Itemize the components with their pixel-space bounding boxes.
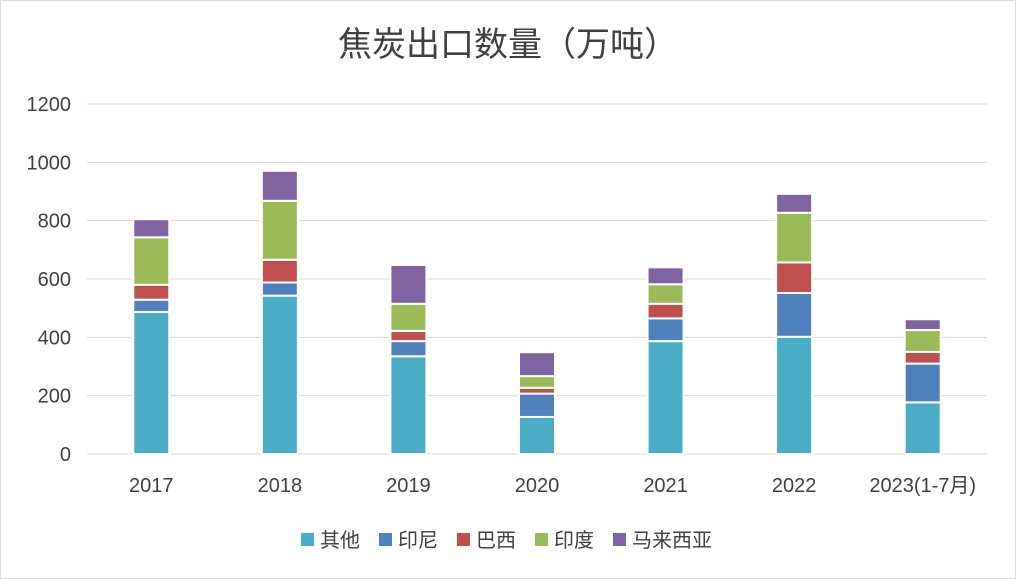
bar-segment: [389, 329, 428, 343]
legend-label: 印尼: [398, 528, 438, 552]
chart-title: 焦炭出口数量（万吨）: [338, 25, 678, 65]
bar-segment: [260, 281, 299, 297]
legend-label: 马来西亚: [632, 528, 712, 552]
bar-segment: [646, 317, 685, 343]
bar-segment: [132, 298, 171, 313]
bar-segment: [646, 340, 685, 455]
bar-segment: [646, 283, 685, 305]
x-tick-label: 2017: [129, 475, 174, 497]
legend-item: 巴西: [457, 528, 516, 552]
legend-item: 其他: [301, 528, 360, 552]
bar-segment: [132, 310, 171, 456]
y-tick-label: 200: [38, 386, 71, 408]
y-tick-label: 400: [38, 327, 71, 349]
x-tick-label: 2019: [386, 475, 431, 497]
y-tick-label: 1000: [27, 152, 72, 174]
bar-segment: [775, 335, 814, 455]
legend-label: 印度: [554, 528, 594, 552]
y-tick-label: 600: [38, 269, 71, 291]
bar-segment: [260, 294, 299, 455]
x-tick-label: 2022: [772, 475, 817, 497]
x-tick-label: 2021: [643, 475, 688, 497]
bar-segment: [903, 318, 942, 332]
bar-segment: [260, 169, 299, 202]
bar-segment: [646, 266, 685, 286]
bar-segment: [903, 401, 942, 455]
bar-segment: [518, 375, 556, 389]
x-axis-ticks: 2017 2018 2019 2020 2021 2022 2023(1-7月): [129, 475, 976, 497]
legend-label: 巴西: [476, 528, 516, 552]
y-tick-label: 0: [60, 444, 71, 466]
gridlines: [87, 103, 987, 455]
legend-swatch: [379, 533, 392, 546]
legend-swatch: [457, 533, 470, 546]
bar-segment: [775, 261, 814, 294]
bar-segment: [260, 258, 299, 284]
bar-segment: [775, 292, 814, 338]
legend-item: 马来西亚: [613, 528, 712, 552]
bar-segment: [389, 340, 428, 358]
bar-segment: [518, 351, 556, 378]
legend-swatch: [613, 533, 626, 546]
legend-label: 其他: [320, 528, 360, 552]
bar-segment: [518, 415, 556, 456]
bar-segment: [903, 329, 942, 353]
bar-segment: [132, 283, 171, 301]
y-tick-label: 800: [38, 211, 71, 233]
bar-segment: [775, 211, 814, 264]
bar-segment: [775, 192, 814, 214]
x-tick-label: 2020: [515, 475, 560, 497]
bar-segment: [132, 218, 171, 239]
legend-item: 印度: [535, 528, 594, 552]
bar-segment: [389, 302, 428, 332]
legend-swatch: [535, 533, 548, 546]
x-tick-label: 2018: [258, 475, 303, 497]
bar-segment: [903, 350, 942, 365]
bars: [132, 169, 942, 456]
y-axis-ticks: 0 200 400 600 800 1000 1200: [27, 94, 72, 466]
y-tick-label: 1200: [27, 94, 72, 116]
bar-segment: [646, 302, 685, 320]
bar-segment: [518, 392, 556, 418]
x-tick-label: 2023(1-7月): [869, 475, 976, 497]
bar-segment: [389, 264, 428, 305]
legend: 其他 印尼 巴西 印度 马来西亚: [301, 528, 712, 552]
legend-swatch: [301, 533, 314, 546]
bar-segment: [132, 236, 171, 286]
bar-segment: [903, 362, 942, 404]
bar-segment: [260, 199, 299, 261]
legend-item: 印尼: [379, 528, 438, 552]
bar-segment: [389, 355, 428, 455]
